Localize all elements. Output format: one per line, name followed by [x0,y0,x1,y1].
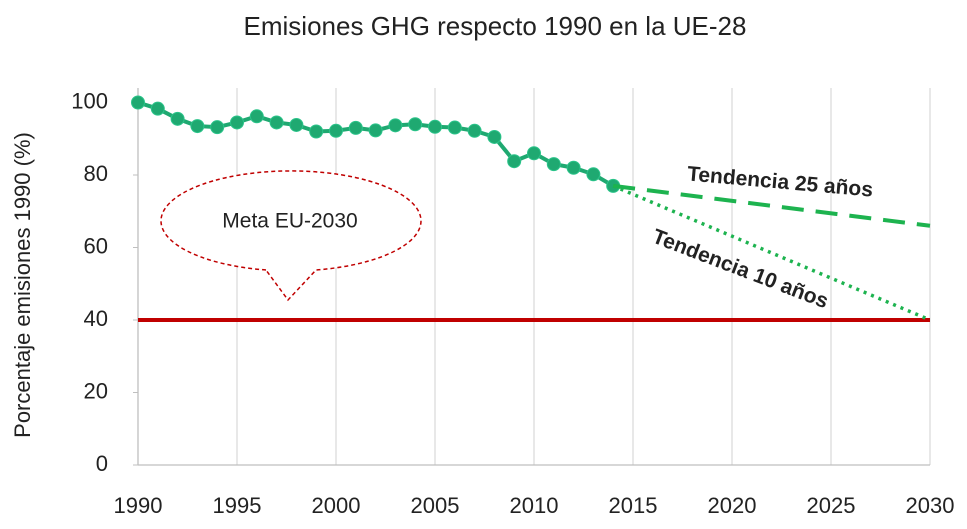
x-tick-label: 2005 [411,493,460,518]
marker [586,167,601,182]
trend-label: Tendencia 25 años [686,162,874,201]
marker [348,120,363,135]
y-axis-label: Porcentaje emisiones 1990 (%) [10,132,35,438]
series-line [612,183,931,228]
marker [487,129,502,144]
marker [368,123,383,138]
chart-title: Emisiones GHG respecto 1990 en la UE-28 [244,11,747,41]
series-line [137,100,615,188]
marker [210,120,225,135]
marker [408,117,423,132]
callout-label: Meta EU-2030 [222,210,357,233]
callout [160,170,422,302]
marker [309,124,324,139]
y-tick-label: 80 [84,161,108,186]
marker [388,118,403,133]
marker [131,95,145,110]
marker [249,109,264,124]
marker [546,157,561,172]
x-tick-label: 1995 [213,493,262,518]
x-tick-label: 2030 [906,493,955,518]
marker [428,119,442,134]
marker [289,117,304,132]
marker [447,120,462,135]
y-tick-label: 60 [84,233,108,258]
series-line [612,184,931,322]
x-tick-label: 1990 [114,493,163,518]
marker [566,160,581,175]
y-tick-label: 100 [71,88,108,113]
x-tick-label: 2025 [807,493,856,518]
marker [527,146,541,161]
marker [190,119,205,134]
marker [230,115,244,130]
y-tick-label: 0 [96,451,108,476]
x-tick-label: 2000 [312,493,361,518]
marker [150,101,165,116]
marker [329,123,343,138]
marker [170,111,185,126]
marker [269,115,284,130]
x-tick-label: 2020 [708,493,757,518]
marker [467,123,482,138]
y-tick-label: 20 [84,378,108,403]
marker [507,154,522,169]
y-tick-label: 40 [84,306,108,331]
x-tick-label: 2015 [609,493,658,518]
x-tick-label: 2010 [510,493,559,518]
